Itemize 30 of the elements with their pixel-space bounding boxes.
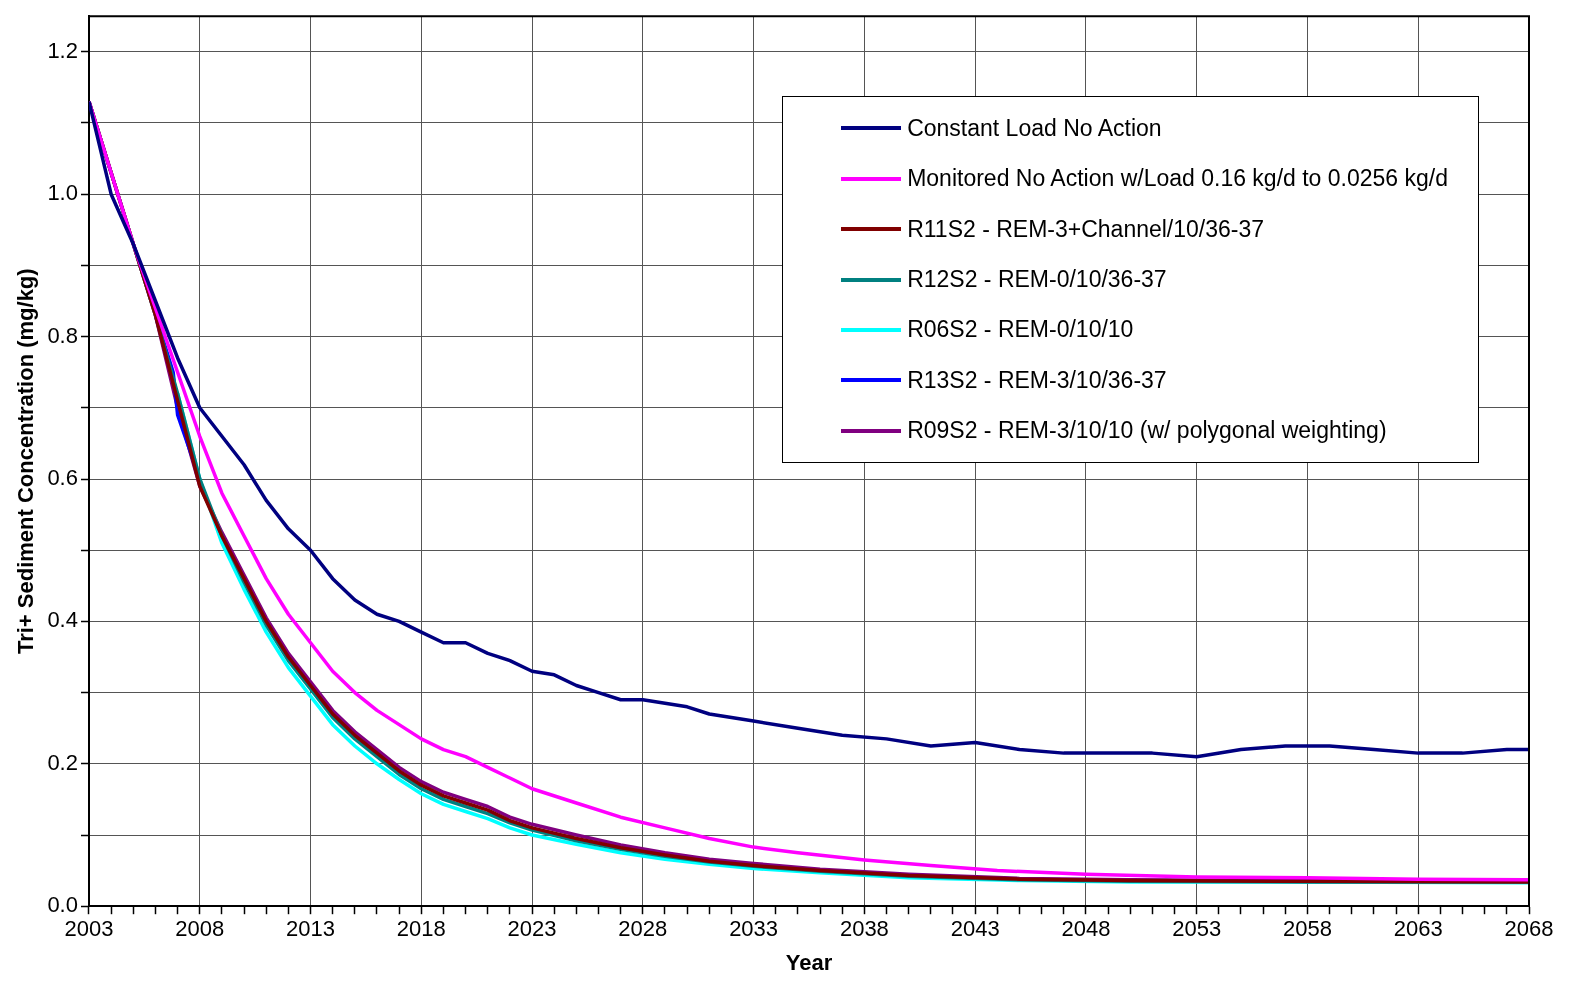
legend-label: R06S2 - REM-0/10/10 bbox=[907, 316, 1134, 344]
y-tick-label: 0.4 bbox=[47, 607, 78, 633]
y-tick-label: 1.2 bbox=[47, 37, 78, 63]
x-tick-label: 2043 bbox=[950, 916, 1000, 942]
x-tick-label: 2013 bbox=[286, 916, 335, 942]
x-tick-label: 2023 bbox=[507, 916, 557, 942]
x-tick-label: 2048 bbox=[1061, 916, 1111, 942]
legend-label: R13S2 - REM-3/10/36-37 bbox=[907, 366, 1167, 394]
x-tick-label: 2008 bbox=[175, 916, 225, 942]
x-tick-label: 2003 bbox=[64, 916, 114, 942]
x-tick-label: 2018 bbox=[396, 916, 446, 942]
legend-label: Monitored No Action w/Load 0.16 kg/d to 0.0256 kg/d bbox=[907, 165, 1448, 193]
x-tick-label: 2038 bbox=[839, 916, 889, 942]
legend-label: R12S2 - REM-0/10/36-37 bbox=[907, 266, 1167, 294]
y-tick-label: 1.0 bbox=[47, 180, 78, 206]
y-tick-label: 0.8 bbox=[47, 322, 78, 348]
legend-label: R09S2 - REM-3/10/10 (w/ polygonal weighting) bbox=[907, 417, 1387, 445]
y-tick-label: 0.2 bbox=[47, 749, 78, 775]
legend-label: Constant Load No Action bbox=[907, 114, 1162, 142]
y-tick-label: 0.6 bbox=[47, 465, 78, 491]
x-axis-title: Year bbox=[785, 949, 833, 975]
x-tick-label: 2053 bbox=[1172, 916, 1222, 942]
y-axis-title: Tri+ Sediment Concentration (mg/kg) bbox=[13, 268, 39, 655]
x-tick-label: 2058 bbox=[1282, 916, 1332, 942]
x-tick-label: 2068 bbox=[1504, 916, 1554, 942]
x-tick-label: 2033 bbox=[729, 916, 779, 942]
x-tick-label: 2028 bbox=[618, 916, 668, 942]
legend-label: R11S2 - REM-3+Channel/10/36-37 bbox=[907, 215, 1265, 243]
y-tick-label: 0.0 bbox=[47, 892, 78, 918]
x-tick-label: 2063 bbox=[1393, 916, 1443, 942]
